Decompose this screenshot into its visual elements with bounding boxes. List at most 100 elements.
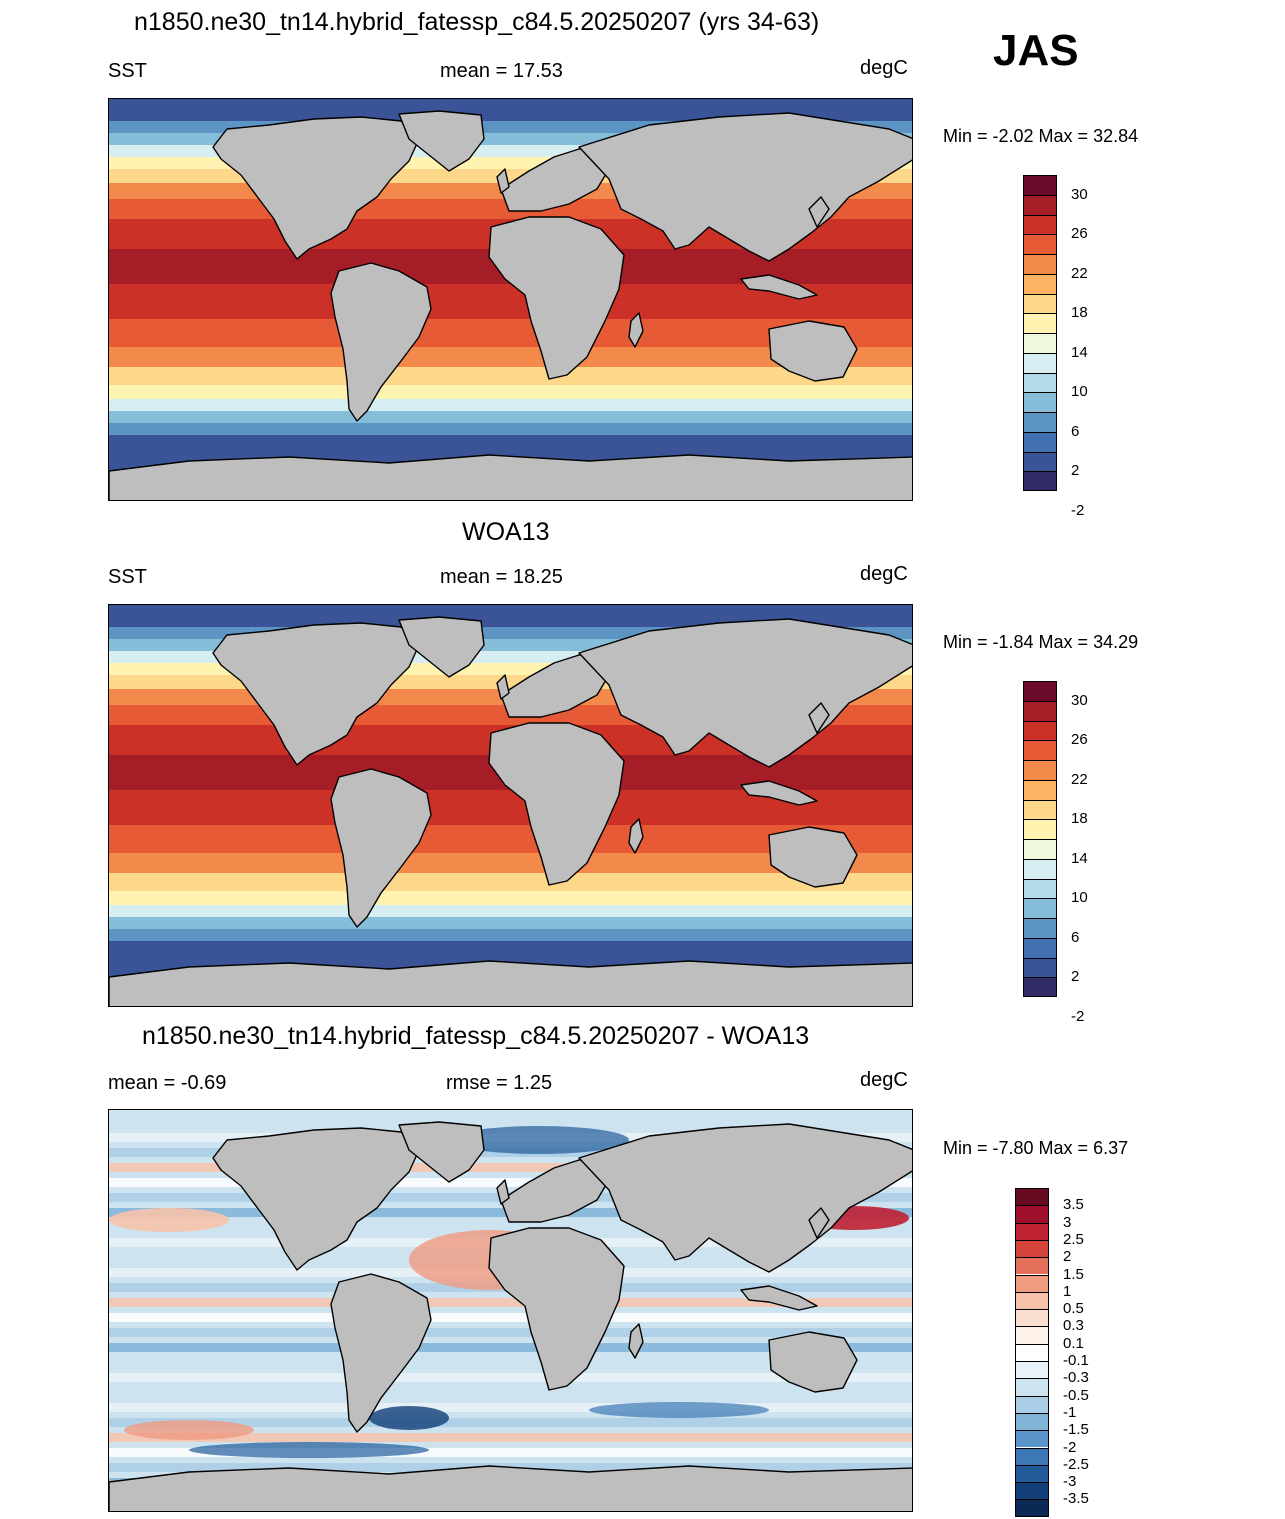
colorbar-divider	[1015, 1447, 1049, 1449]
diff-band	[109, 1343, 912, 1352]
diff-band	[109, 1223, 912, 1232]
colorbar-divider	[1015, 1430, 1049, 1432]
colorbar-divider	[1023, 372, 1057, 374]
sst-band	[109, 411, 912, 423]
colorbar-divider	[1023, 313, 1057, 315]
colorbar-label: 0.5	[1063, 1300, 1084, 1318]
season-label: JAS	[993, 26, 1079, 75]
diff-band	[109, 1388, 912, 1397]
colorbar-label: 6	[1071, 928, 1080, 946]
colorbar-divider	[1015, 1291, 1049, 1293]
colorbar-label: 6	[1071, 422, 1080, 440]
colorbar-divider	[1015, 1343, 1049, 1345]
panel-1-title: n1850.ne30_tn14.hybrid_fatessp_c84.5.202…	[134, 8, 820, 36]
diff-band	[109, 1448, 912, 1457]
colorbar-label: 3.5	[1063, 1196, 1084, 1214]
colorbar-label: 30	[1071, 691, 1088, 709]
colorbar-label: 2	[1071, 462, 1080, 480]
colorbar-divider	[1023, 194, 1057, 196]
land-africa	[488, 722, 625, 886]
panel-3-rmse: rmse = 1.25	[446, 1072, 553, 1094]
colorbar-divider	[1023, 839, 1057, 840]
land-asia	[578, 112, 912, 262]
colorbar-divider	[1023, 254, 1057, 255]
land-madagascar	[628, 818, 644, 854]
land-indonesia	[740, 780, 818, 806]
colorbar-label: -1	[1063, 1403, 1077, 1421]
land-indonesia	[740, 274, 818, 300]
sst-band	[109, 99, 912, 121]
land-north-america	[212, 1127, 420, 1271]
colorbar-label: 2.5	[1063, 1230, 1084, 1248]
colorbar-divider	[1023, 333, 1057, 334]
colorbar-label: 30	[1071, 185, 1088, 203]
land-japan	[808, 1207, 830, 1239]
colorbar-label: -3	[1063, 1473, 1077, 1491]
land-north-america	[212, 622, 420, 766]
diff-anomaly-cold	[589, 1402, 769, 1418]
panel-1-variable: SST	[108, 60, 147, 82]
colorbar-label: -2	[1071, 1007, 1085, 1025]
colorbar-label: 3	[1063, 1213, 1072, 1231]
colorbar-label: 1.5	[1063, 1265, 1084, 1283]
panel-2-map	[108, 604, 913, 1007]
land-asia	[578, 618, 912, 768]
colorbar-divider	[1023, 471, 1057, 473]
panel-3-map	[108, 1109, 913, 1512]
sst-band	[109, 873, 912, 891]
colorbar-label: 22	[1071, 770, 1088, 788]
land-africa	[488, 1227, 625, 1391]
land-south-america	[330, 262, 432, 422]
colorbar-label: 14	[1071, 849, 1088, 867]
colorbar-divider	[1015, 1257, 1049, 1259]
colorbar-label: -2	[1071, 501, 1085, 519]
land-uk	[496, 168, 510, 194]
colorbar-divider	[1015, 1499, 1049, 1501]
colorbar-divider	[1015, 1326, 1049, 1328]
colorbar-divider	[1023, 858, 1057, 860]
colorbar-divider	[1015, 1378, 1049, 1380]
panel-1-map-svg	[109, 99, 912, 500]
colorbar-divider	[1023, 740, 1057, 742]
panel-3-units: degC	[860, 1069, 908, 1091]
colorbar-label: -2.5	[1063, 1455, 1089, 1473]
land-antarctica	[109, 960, 912, 1006]
sst-band	[109, 891, 912, 905]
land-australia	[768, 320, 858, 382]
colorbar-divider	[1023, 977, 1057, 979]
sst-band	[109, 929, 912, 941]
colorbar-divider	[1023, 957, 1057, 959]
diff-band	[109, 1118, 912, 1127]
land-indonesia	[740, 1285, 818, 1311]
land-greenland	[398, 1121, 485, 1183]
land-australia	[768, 826, 858, 888]
sst-band	[109, 917, 912, 929]
land-antarctica	[109, 1465, 912, 1511]
colorbar-label: 0.3	[1063, 1317, 1084, 1335]
colorbar-divider	[1015, 1412, 1049, 1414]
colorbar-divider	[1015, 1274, 1049, 1276]
panel-2-variable: SST	[108, 566, 147, 588]
land-africa	[488, 216, 625, 380]
land-australia	[768, 1331, 858, 1393]
sst-band	[109, 423, 912, 435]
panel-2-title: WOA13	[462, 518, 550, 546]
colorbar-label: 18	[1071, 304, 1088, 322]
colorbar-label: 26	[1071, 731, 1088, 749]
colorbar-label: -3.5	[1063, 1490, 1089, 1508]
diff-band	[109, 1358, 912, 1367]
diff-anomaly-warm	[124, 1420, 254, 1440]
colorbar-divider	[1023, 392, 1057, 394]
land-asia	[578, 1123, 912, 1273]
colorbar-divider	[1023, 937, 1057, 939]
sst-band	[109, 605, 912, 627]
colorbar-divider	[1023, 352, 1057, 354]
colorbar-label: -0.5	[1063, 1386, 1089, 1404]
diff-band	[109, 1373, 912, 1382]
colorbar-divider	[1023, 214, 1057, 216]
diff-band	[109, 1418, 912, 1427]
land-japan	[808, 196, 830, 228]
panel-1-minmax: Min = -2.02 Max = 32.84	[943, 126, 1139, 146]
colorbar-divider	[1023, 878, 1057, 880]
colorbar-divider	[1015, 1222, 1049, 1224]
